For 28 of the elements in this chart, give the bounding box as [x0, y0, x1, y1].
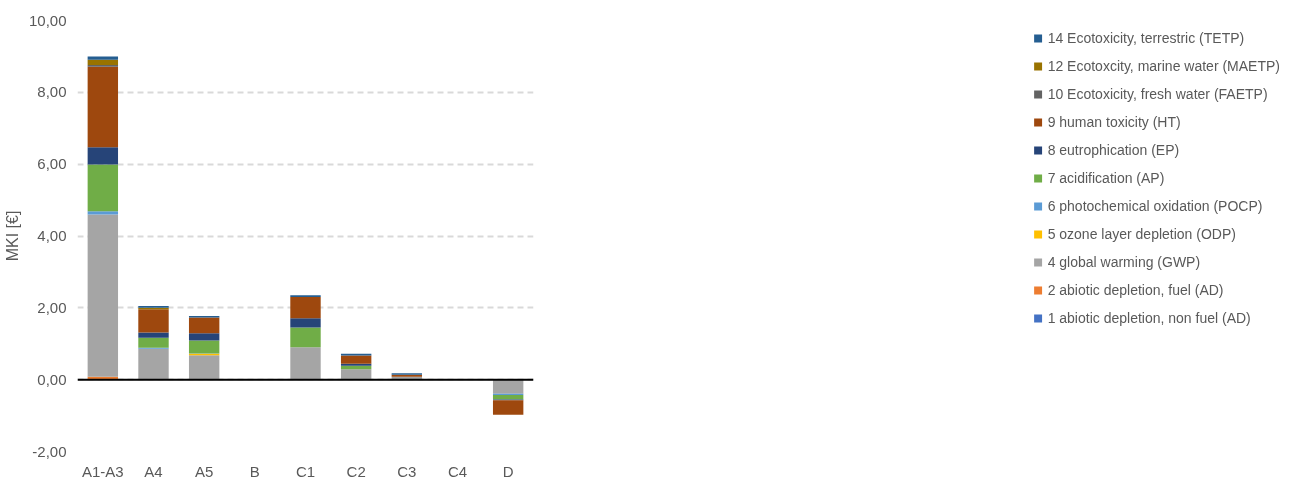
x-tick-label: A5: [194, 462, 214, 480]
legend-label: 10 Ecotoxicity, fresh water (FAETP): [1047, 86, 1268, 102]
y-tick-label: 2,00: [37, 298, 67, 316]
x-tick-label: A4: [144, 462, 163, 480]
x-tick-label: C3: [397, 462, 417, 480]
y-tick-label: -2,00: [32, 442, 67, 460]
x-tick-label: A1-A3: [81, 462, 124, 480]
legend-label: 4 global warming (GWP): [1047, 254, 1201, 270]
x-tick-label: C4: [447, 462, 468, 480]
legend-label: 9 human toxicity (HT): [1047, 114, 1181, 130]
y-axis-title: MKI [€]: [3, 210, 21, 262]
y-tick-label: 6,00: [37, 155, 67, 173]
legend-label: 8 eutrophication (EP): [1047, 142, 1180, 158]
legend-label: 14 Ecotoxicity, terrestric (TETP): [1047, 30, 1245, 46]
y-tick-label: 0,00: [37, 370, 67, 388]
x-tick-label: C2: [346, 462, 366, 480]
legend-label: 7 acidification (AP): [1047, 170, 1165, 186]
legend-label: 1 abiotic depletion, non fuel (AD): [1047, 310, 1251, 326]
legend-label: 6 photochemical oxidation (POCP): [1047, 198, 1263, 214]
x-tick-label: B: [249, 462, 260, 480]
y-tick-label: 8,00: [37, 83, 67, 101]
legend-label: 5 ozone layer depletion (ODP): [1047, 226, 1236, 242]
y-tick-label: 4,00: [37, 227, 67, 244]
x-tick-label: D: [502, 462, 514, 480]
x-tick-label: C1: [295, 462, 316, 480]
legend-label: 2 abiotic depletion, fuel (AD): [1047, 282, 1224, 298]
legend-label: 12 Ecotoxcity, marine water (MAETP): [1047, 58, 1280, 74]
y-tick-label: 10,00: [28, 11, 67, 29]
